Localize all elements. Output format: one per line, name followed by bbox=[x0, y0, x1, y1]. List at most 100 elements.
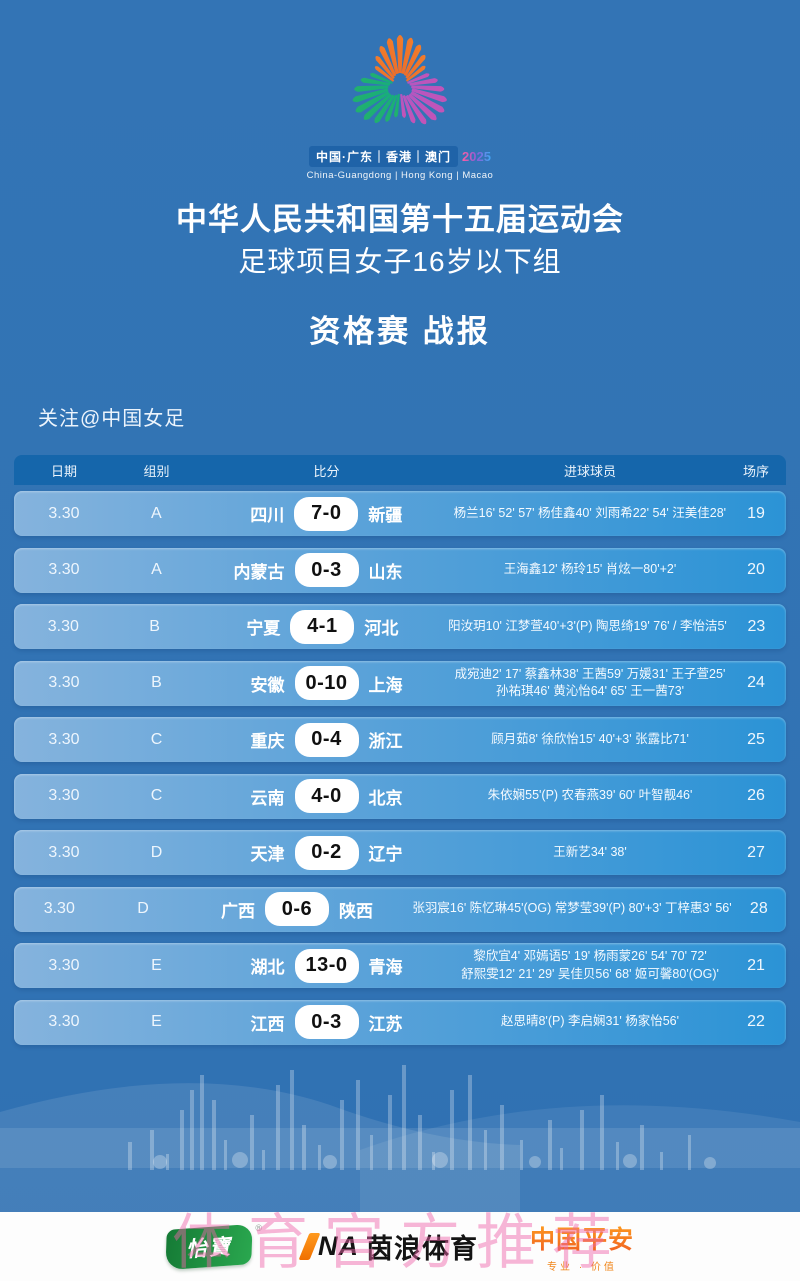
row-scorers: 成宛迪2' 17' 蔡鑫林38' 王茜59' 万媛31' 王子萱25' 孙祐琪4… bbox=[454, 666, 726, 701]
score-pill: 0-4 bbox=[294, 722, 359, 757]
col-scorers: 进球球员 bbox=[563, 463, 616, 479]
ina-name-label: 茵浪体育 bbox=[365, 1234, 478, 1264]
home-team: 重庆 bbox=[250, 732, 285, 751]
row-match: 内蒙古 0-3 山东 bbox=[199, 553, 454, 587]
scorers-line: 赵思晴8'(P) 李启娴31' 杨家怡56' bbox=[500, 1014, 680, 1029]
sponsor-ina-logo: NA 茵浪体育 bbox=[298, 1227, 478, 1266]
row-scorers: 赵思晴8'(P) 李启娴31' 杨家怡56' bbox=[454, 1013, 726, 1031]
page-subtitle: 足球项目女子16岁以下组 bbox=[238, 246, 562, 277]
row-match: 四川 7-0 新疆 bbox=[199, 496, 454, 531]
away-team: 陕西 bbox=[338, 901, 373, 921]
col-match-no: 场序 bbox=[742, 463, 769, 479]
away-team: 山东 bbox=[368, 562, 403, 582]
scorers-line: 王新艺34' 38' bbox=[553, 844, 627, 859]
row-match: 宁夏 4-1 河北 bbox=[197, 609, 449, 644]
row-match-no: 21 bbox=[747, 956, 765, 974]
row-group: B bbox=[149, 617, 160, 635]
row-group: C bbox=[150, 730, 163, 748]
away-team: 辽宁 bbox=[368, 845, 403, 864]
row-group: A bbox=[151, 504, 162, 522]
row-match: 湖北 13-0 青海 bbox=[199, 948, 454, 983]
row-scorers: 杨兰16' 52' 57' 杨佳鑫40' 刘雨希22' 54' 汪美佳28' bbox=[454, 505, 726, 523]
row-group: D bbox=[150, 843, 163, 861]
away-team: 河北 bbox=[364, 619, 399, 638]
row-date: 3.30 bbox=[48, 504, 80, 522]
scorers-line: 舒熙雯12' 21' 29' 吴佳贝56' 68' 姬可馨80'(OG)' bbox=[461, 966, 719, 981]
row-match-no: 19 bbox=[747, 504, 765, 522]
scorers-line: 阳汝玥10' 江梦萱40'+3'(P) 陶思绮19' 76' / 李怡洁5' bbox=[448, 618, 727, 633]
table-row: 3.30 D 天津 0-2 辽宁 王新艺34' 38' 27 bbox=[14, 830, 786, 875]
row-date: 3.30 bbox=[48, 730, 80, 748]
away-team: 浙江 bbox=[368, 732, 403, 751]
row-scorers: 张羽宸16' 陈忆琳45'(OG) 常梦莹39'(P) 80'+3' 丁梓惠3'… bbox=[412, 900, 731, 918]
yibao-label: 怡寶 bbox=[185, 1234, 233, 1262]
score-pill: 0-3 bbox=[294, 553, 359, 587]
registered-mark: ® bbox=[255, 1222, 262, 1233]
row-group: E bbox=[151, 956, 162, 974]
row-scorers: 黎欣宜4' 邓嫣语5' 19' 杨雨蒙26' 54' 70' 72' 舒熙雯12… bbox=[454, 948, 726, 983]
table-row: 3.30 A 内蒙古 0-3 山东 王海鑫12' 杨玲15' 肖炫一80'+2'… bbox=[14, 547, 786, 593]
sponsor-pingan-logo: 中国平安 专业 · 价值 bbox=[530, 1220, 634, 1273]
row-match-no: 27 bbox=[747, 843, 765, 861]
home-team: 安徽 bbox=[250, 675, 285, 695]
row-date: 3.30 bbox=[48, 1013, 80, 1030]
scorers-line: 黎欣宜4' 邓嫣语5' 19' 杨雨蒙26' 54' 70' 72' bbox=[473, 949, 707, 963]
row-scorers: 王新艺34' 38' bbox=[454, 844, 726, 862]
row-date: 3.30 bbox=[48, 787, 80, 804]
row-group: D bbox=[137, 900, 149, 917]
row-match: 广西 0-6 陕西 bbox=[182, 892, 413, 926]
fireworks-emblem-icon bbox=[351, 35, 448, 126]
row-date: 3.30 bbox=[48, 956, 80, 974]
pingan-slogan: 专业 · 价值 bbox=[547, 1262, 617, 1273]
away-team: 上海 bbox=[368, 675, 403, 695]
table-row: 3.30 B 安徽 0-10 上海 成宛迪2' 17' 蔡鑫林38' 王茜59'… bbox=[14, 660, 786, 706]
scorers-line: 杨兰16' 52' 57' 杨佳鑫40' 刘雨希22' 54' 汪美佳28' bbox=[453, 505, 727, 520]
row-scorers: 朱依娴55'(P) 农春燕39' 60' 叶智靓46' bbox=[454, 787, 726, 805]
table-row: 3.30 C 重庆 0-4 浙江 顾月茹8' 徐欣怡15' 40'+3' 张露比… bbox=[14, 717, 786, 762]
scorers-line: 朱依娴55'(P) 农春燕39' 60' 叶智靓46' bbox=[487, 788, 693, 803]
table-row: 3.30 E 湖北 13-0 青海 黎欣宜4' 邓嫣语5' 19' 杨雨蒙26'… bbox=[14, 943, 786, 988]
scorers-line: 孙祐琪46' 黄沁怡64' 65' 王一茜73' bbox=[495, 684, 685, 698]
pingan-label: 中国平安 bbox=[530, 1220, 634, 1256]
row-group: B bbox=[151, 674, 162, 691]
row-match-no: 25 bbox=[747, 730, 765, 748]
table-row: 3.30 E 江西 0-3 江苏 赵思晴8'(P) 李启娴31' 杨家怡56' … bbox=[14, 999, 786, 1045]
report-title: 资格赛 战报 bbox=[309, 314, 491, 349]
row-match-no: 28 bbox=[749, 900, 768, 917]
row-date: 3.30 bbox=[48, 561, 80, 578]
home-team: 广西 bbox=[220, 901, 255, 921]
row-scorers: 顾月茹8' 徐欣怡15' 40'+3' 张露比71' bbox=[454, 731, 726, 749]
sponsor-footer: 怡寶 ® NA 茵浪体育 中国平安 专业 · 价值 bbox=[0, 1212, 800, 1281]
away-team: 北京 bbox=[368, 788, 403, 808]
games-emblem-block: 中国·广东｜香港｜澳门 2025 China-Guangdong | Hong K… bbox=[0, 26, 800, 181]
away-team: 新疆 bbox=[368, 506, 403, 525]
row-match-no: 26 bbox=[747, 787, 765, 804]
scorers-line: 张羽宸16' 陈忆琳45'(OG) 常梦莹39'(P) 80'+3' 丁梓惠3'… bbox=[412, 901, 732, 916]
results-table: 日期 组别 比分 进球球员 场序 3.30 A 四川 7-0 新疆 杨兰16' … bbox=[14, 455, 786, 1056]
row-date: 3.30 bbox=[48, 674, 80, 691]
home-team: 四川 bbox=[250, 506, 285, 525]
emblem-region-text: 中国·广东｜香港｜澳门 bbox=[309, 146, 459, 167]
row-match-no: 20 bbox=[747, 561, 765, 578]
row-match: 云南 4-0 北京 bbox=[199, 779, 454, 813]
sponsor-yibao-logo: 怡寶 ® bbox=[165, 1223, 262, 1270]
row-scorers: 阳汝玥10' 江梦萱40'+3'(P) 陶思绮19' 76' / 李怡洁5' bbox=[448, 618, 727, 636]
table-row: 3.30 C 云南 4-0 北京 朱依娴55'(P) 农春燕39' 60' 叶智… bbox=[14, 773, 786, 819]
home-team: 宁夏 bbox=[246, 619, 281, 638]
score-pill: 4-0 bbox=[294, 779, 359, 813]
away-team: 青海 bbox=[368, 958, 403, 977]
row-match: 江西 0-3 江苏 bbox=[199, 1005, 454, 1039]
score-pill: 0-2 bbox=[294, 835, 359, 870]
ina-mark-label: NA bbox=[317, 1231, 359, 1261]
row-group: A bbox=[151, 561, 162, 578]
away-team: 江苏 bbox=[368, 1014, 403, 1034]
home-team: 云南 bbox=[250, 788, 285, 808]
home-team: 天津 bbox=[250, 845, 285, 864]
table-row: 3.30 D 广西 0-6 陕西 张羽宸16' 陈忆琳45'(OG) 常梦莹39… bbox=[14, 886, 786, 932]
row-group: E bbox=[151, 1013, 162, 1030]
score-pill: 13-0 bbox=[294, 948, 359, 983]
scorers-line: 王海鑫12' 杨玲15' 肖炫一80'+2' bbox=[503, 562, 677, 577]
col-date: 日期 bbox=[50, 463, 77, 479]
row-match-no: 24 bbox=[747, 674, 765, 691]
